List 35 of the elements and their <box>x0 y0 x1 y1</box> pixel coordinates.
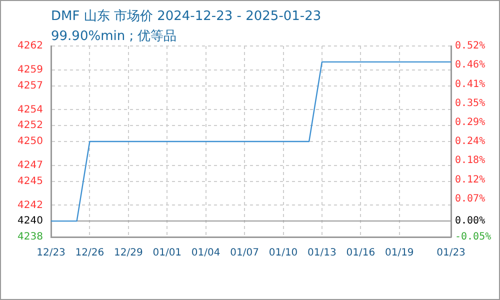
y-tick-label: 4240 <box>18 216 43 227</box>
x-tick-label: 01/19 <box>384 248 414 259</box>
x-tick-label: 01/07 <box>230 248 259 259</box>
y-tick-label: 4247 <box>18 160 43 171</box>
y-tick-label: 4259 <box>18 64 43 76</box>
chart-subtitle: 99.90%min ; 优等品 <box>51 28 177 45</box>
y-tick-label: 4245 <box>18 176 43 187</box>
y-tick-label: 4257 <box>18 80 43 92</box>
x-tick-label: 12/26 <box>75 248 104 259</box>
y2-tick-label: 0.46% <box>455 60 486 71</box>
y2-tick-label: 0.00% <box>455 216 486 227</box>
y-tick-label: 4262 <box>18 40 43 52</box>
y-tick-label: 4250 <box>18 136 43 148</box>
x-tick-label: 01/04 <box>191 248 220 259</box>
y2-tick-label: 0.07% <box>455 193 486 204</box>
y2-tick-label: 0.18% <box>455 155 486 166</box>
y-tick-label: 4238 <box>18 232 43 243</box>
x-tick-label: 12/23 <box>36 248 66 259</box>
y2-tick-label: 0.29% <box>455 116 486 128</box>
y-tick-label: 4252 <box>18 120 43 132</box>
y2-tick-label: 0.35% <box>455 98 486 109</box>
x-tick-label: 01/16 <box>346 248 376 259</box>
y-tick-label: 4254 <box>18 104 43 116</box>
x-tick-label: 01/10 <box>268 248 298 259</box>
y2-tick-label: -0.05% <box>455 232 492 243</box>
x-tick-label: 12/29 <box>114 248 143 259</box>
y2-tick-label: 0.12% <box>455 174 486 186</box>
y2-tick-label: 0.24% <box>455 136 486 148</box>
x-tick-label: 01/01 <box>152 248 182 259</box>
x-tick-label: 01/13 <box>308 248 336 259</box>
y2-tick-label: 0.52% <box>455 40 486 52</box>
y2-tick-label: 0.41% <box>455 78 486 90</box>
chart-title: DMF 山东 市场价 2024-12-23 - 2025-01-23 <box>51 8 322 25</box>
y-tick-label: 4242 <box>18 200 43 211</box>
x-tick-label: 01/23 <box>436 248 466 259</box>
